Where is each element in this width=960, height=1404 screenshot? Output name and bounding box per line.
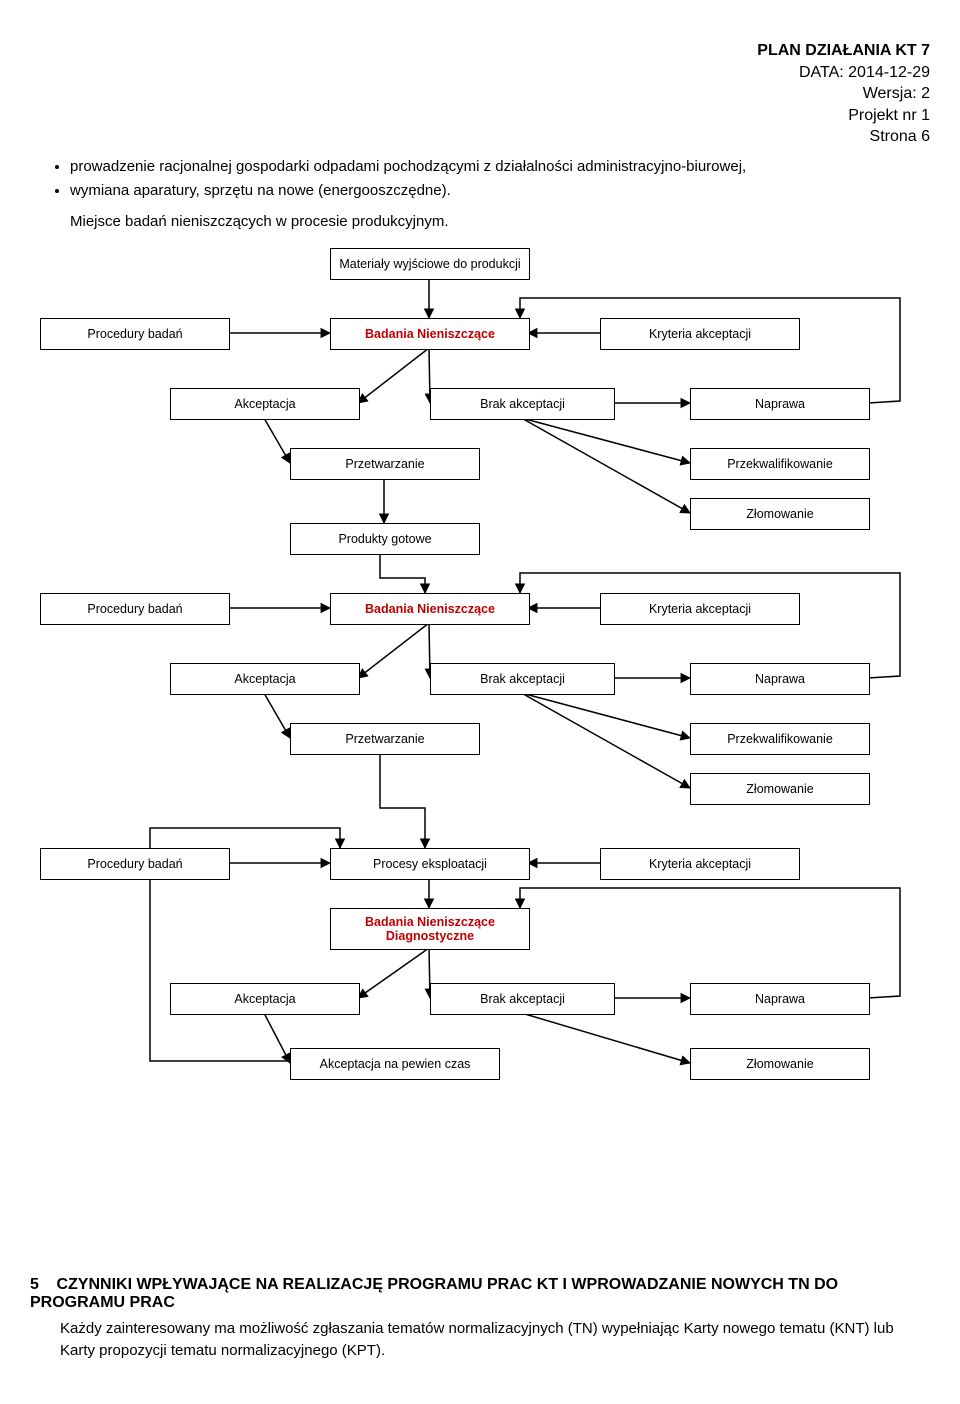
intro-text: Miejsce badań nieniszczących w procesie … — [70, 213, 930, 230]
section-number: 5 — [30, 1276, 52, 1294]
flowchart-node-prz2: Przetwarzanie — [290, 723, 480, 755]
flowchart-node-brak1: Brak akceptacji — [430, 388, 615, 420]
flowchart-node-przek2: Przekwalifikowanie — [690, 723, 870, 755]
flowchart-node-akccz: Akceptacja na pewien czas — [290, 1048, 500, 1080]
flowchart-node-proc1: Procedury badań — [40, 318, 230, 350]
flowchart-node-pe: Procesy eksploatacji — [330, 848, 530, 880]
header-project: Projekt nr 1 — [30, 105, 930, 127]
flowchart-node-bnd: Badania NieniszcząceDiagnostyczne — [330, 908, 530, 950]
bullet-item: wymiana aparatury, sprzętu na nowe (ener… — [70, 180, 930, 203]
flowchart-node-prod: Produkty gotowe — [290, 523, 480, 555]
header-date: DATA: 2014-12-29 — [30, 62, 930, 84]
flowchart-node-prz1: Przetwarzanie — [290, 448, 480, 480]
bullet-item: prowadzenie racjonalnej gospodarki odpad… — [70, 156, 930, 179]
bullet-list: prowadzenie racjonalnej gospodarki odpad… — [70, 156, 930, 203]
flowchart-node-zlom3: Złomowanie — [690, 1048, 870, 1080]
flowchart-node-zlom2: Złomowanie — [690, 773, 870, 805]
section-heading: 5 CZYNNIKI WPŁYWAJĄCE NA REALIZACJĘ PROG… — [30, 1276, 930, 1312]
flowchart-node-bn1: Badania Nieniszczące — [330, 318, 530, 350]
flowchart-node-brak3: Brak akceptacji — [430, 983, 615, 1015]
document-header: PLAN DZIAŁANIA KT 7 DATA: 2014-12-29 Wer… — [30, 40, 930, 148]
flowchart-node-proc3: Procedury badań — [40, 848, 230, 880]
section-body: Każdy zainteresowany ma możliwość zgłasz… — [60, 1318, 930, 1363]
flowchart-node-przek1: Przekwalifikowanie — [690, 448, 870, 480]
flowchart-node-akc1: Akceptacja — [170, 388, 360, 420]
flowchart-node-proc2: Procedury badań — [40, 593, 230, 625]
flowchart-node-akc3: Akceptacja — [170, 983, 360, 1015]
header-title: PLAN DZIAŁANIA KT 7 — [30, 40, 930, 62]
header-page: Strona 6 — [30, 126, 930, 148]
header-version: Wersja: 2 — [30, 83, 930, 105]
flowchart-node-kryt2: Kryteria akceptacji — [600, 593, 800, 625]
flowchart-node-kryt3: Kryteria akceptacji — [600, 848, 800, 880]
flowchart-node-nap3: Naprawa — [690, 983, 870, 1015]
flowchart-node-bn2: Badania Nieniszczące — [330, 593, 530, 625]
section-title-text: CZYNNIKI WPŁYWAJĄCE NA REALIZACJĘ PROGRA… — [30, 1276, 838, 1311]
flowchart-node-nap2: Naprawa — [690, 663, 870, 695]
flowchart-node-brak2: Brak akceptacji — [430, 663, 615, 695]
flowchart-node-zlom1: Złomowanie — [690, 498, 870, 530]
flowchart-node-akc2: Akceptacja — [170, 663, 360, 695]
flowchart-node-kryt1: Kryteria akceptacji — [600, 318, 800, 350]
flowchart-node-mat: Materiały wyjściowe do produkcji — [330, 248, 530, 280]
flowchart-diagram: Materiały wyjściowe do produkcji Procedur… — [30, 248, 930, 1248]
flowchart-node-nap1: Naprawa — [690, 388, 870, 420]
